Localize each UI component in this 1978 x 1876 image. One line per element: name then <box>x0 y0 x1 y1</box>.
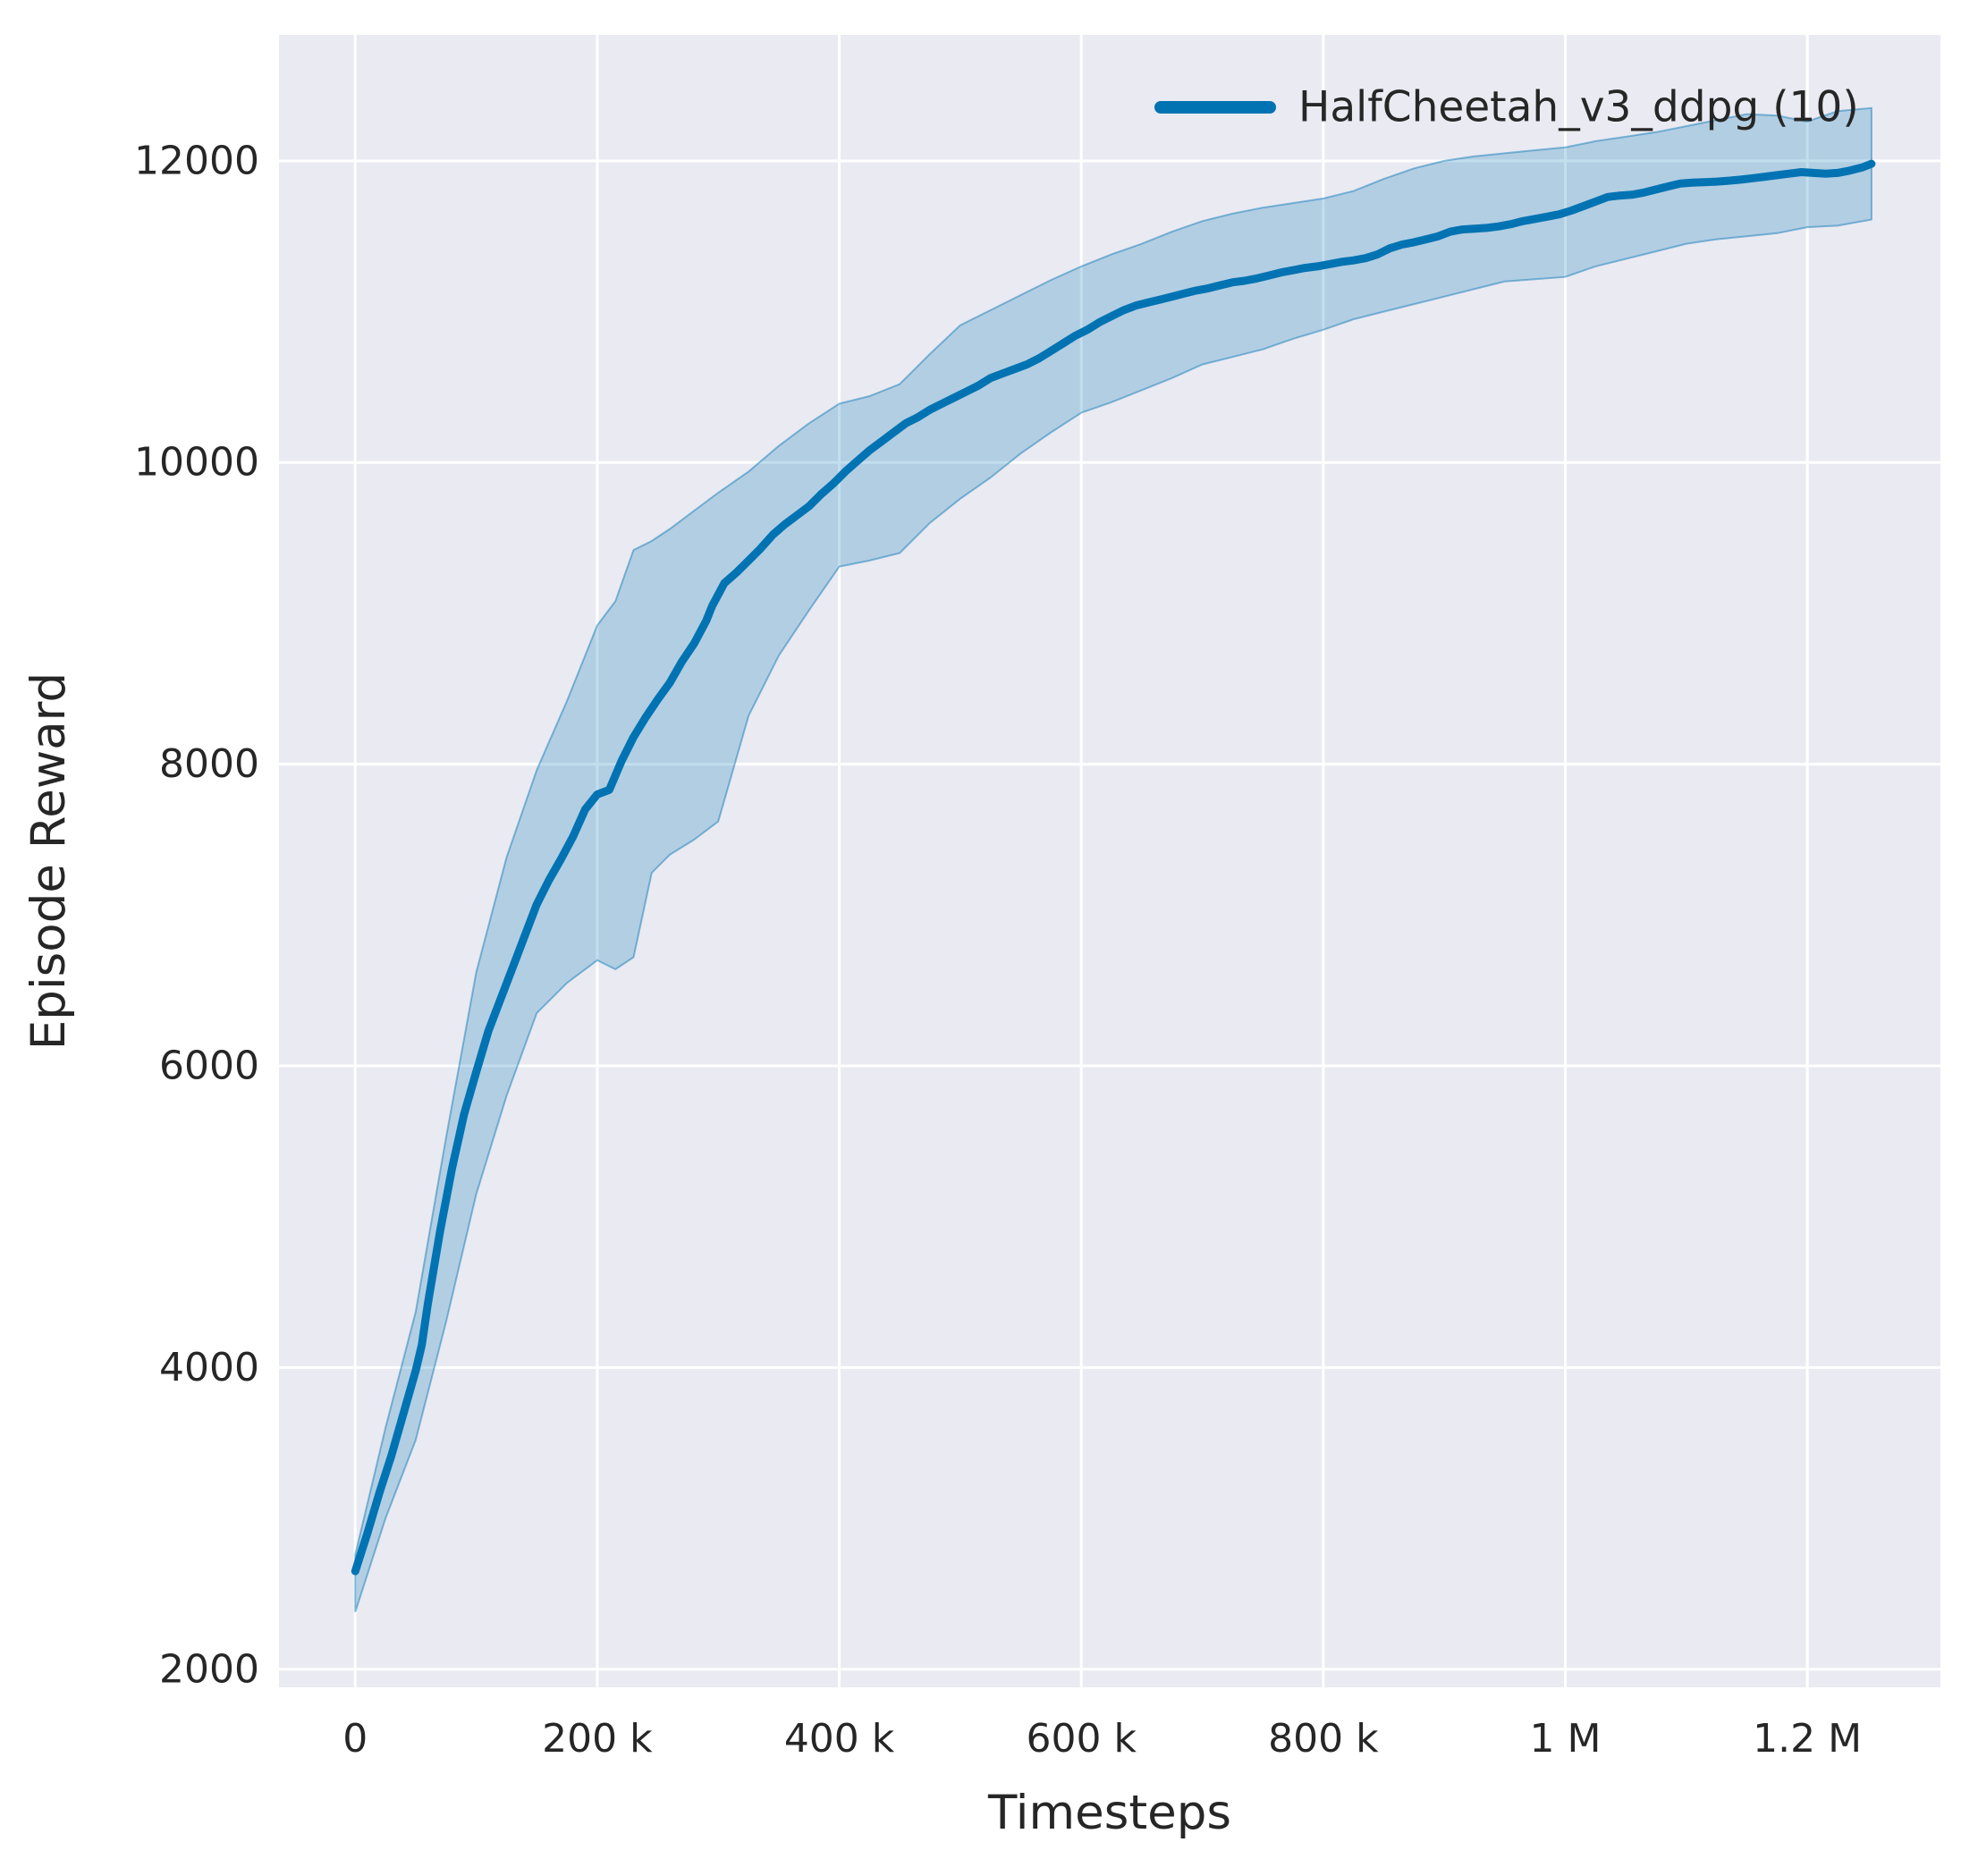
y-tick-label: 12000 <box>134 138 259 183</box>
y-tick-label: 2000 <box>159 1646 259 1692</box>
chart-generated-layers: 2000 4000 6000 8000 10000 12000 0 200 k 400 k 600… <box>134 35 1940 1762</box>
x-tick-label: 200 k <box>542 1716 653 1762</box>
x-tick-label: 1.2 M <box>1753 1716 1862 1762</box>
y-axis-label: Episode Reward <box>21 672 76 1050</box>
x-tick-label: 400 k <box>784 1716 895 1762</box>
x-axis-label: Timesteps <box>987 1786 1231 1840</box>
x-tick-label: 0 <box>342 1716 368 1762</box>
confidence-band <box>354 106 1872 1613</box>
legend: HalfCheetah_v3_ddpg (10) <box>1154 83 1859 132</box>
x-tick-label: 800 k <box>1268 1716 1379 1762</box>
x-tick-label: 600 k <box>1026 1716 1137 1762</box>
legend-entry-label: HalfCheetah_v3_ddpg (10) <box>1298 83 1859 132</box>
y-tick-label: 10000 <box>134 440 259 486</box>
y-tick-label: 6000 <box>159 1043 259 1088</box>
y-tick-label: 4000 <box>159 1345 259 1390</box>
mean-reward-line <box>351 159 1876 1576</box>
x-tick-label: 1 M <box>1530 1716 1602 1762</box>
y-tick-label: 8000 <box>159 741 259 787</box>
